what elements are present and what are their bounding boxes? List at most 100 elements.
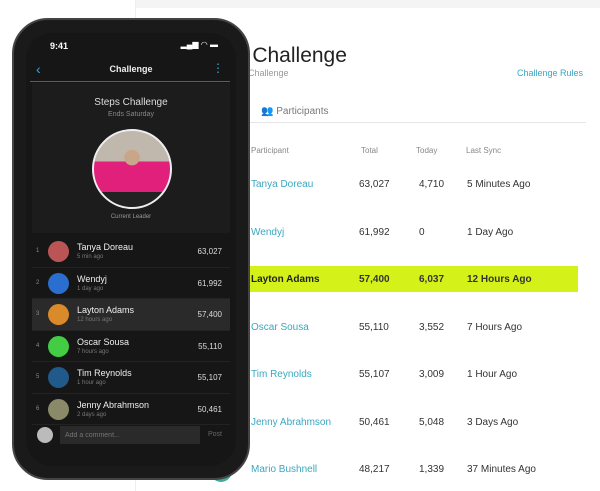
status-time: 9:41 <box>50 41 69 51</box>
list-item[interactable]: 2 Wendyj 1 day ago 61,992 <box>32 268 230 299</box>
col-last-sync: Last Sync <box>466 146 502 155</box>
rank: 3 <box>36 311 40 317</box>
leaderboard: 1 Tanya Doreau 5 min ago 63,027 2 Wendyj 1 day… <box>32 236 230 425</box>
cell-name[interactable]: Tim Reynolds <box>251 369 312 380</box>
divider <box>30 81 230 82</box>
challenge-ends: Ends Saturday <box>108 111 154 118</box>
comment-bar: Post <box>26 425 236 449</box>
avatar <box>48 241 69 262</box>
tab-participants[interactable]: 👥 Participants <box>261 106 328 117</box>
cell-name[interactable]: Tanya Doreau <box>251 179 314 190</box>
cell-total: 57,400 <box>359 274 390 285</box>
participant-name: Tim Reynolds <box>77 368 132 378</box>
cell-name[interactable]: Wendyj <box>251 226 285 238</box>
rank: 1 <box>36 248 40 254</box>
score: 55,110 <box>198 341 222 351</box>
comment-input[interactable] <box>60 426 200 444</box>
rank: 4 <box>36 342 40 349</box>
challenge-title: Steps Challenge <box>94 97 168 108</box>
table-row[interactable]: Jenny Abrahmson 50,461 5,048 3 Days Ago <box>241 409 578 435</box>
cell-sync: 5 Minutes Ago <box>467 179 531 190</box>
page-title: s Challenge <box>236 44 347 67</box>
sync-time: 5 min ago <box>77 254 104 260</box>
leader-label: Current Leader <box>110 214 152 220</box>
table-row[interactable]: Wendyj 61,992 0 1 Day Ago <box>241 219 578 245</box>
cell-total: 61,992 <box>359 226 390 238</box>
cell-today: 3,552 <box>419 321 445 333</box>
table-row[interactable]: Oscar Sousa 55,110 3,552 7 Hours Ago <box>241 314 578 340</box>
sync-time: 2 days ago <box>77 411 107 418</box>
avatar <box>48 398 69 420</box>
cell-name[interactable]: Layton Adams <box>251 274 320 285</box>
participant-name: Jenny Abrahmson <box>77 399 150 410</box>
cell-total: 48,217 <box>359 464 390 475</box>
user-avatar-icon <box>37 427 53 443</box>
avatar <box>48 304 69 325</box>
phone-screen: 9:41 ▂▄▆ ◠ ▬ ‹ Challenge ⋮ Steps Challen… <box>26 33 236 466</box>
score: 55,107 <box>197 373 222 382</box>
cell-total: 55,110 <box>359 321 389 333</box>
cell-total: 55,107 <box>359 369 390 380</box>
cell-sync: 1 Hour Ago <box>467 369 518 380</box>
sync-time: 12 hours ago <box>77 317 113 323</box>
cell-name[interactable]: Jenny Abrahmson <box>251 416 332 428</box>
col-participant: Participant <box>251 146 289 155</box>
score: 57,400 <box>197 310 222 319</box>
list-item[interactable]: 1 Tanya Doreau 5 min ago 63,027 <box>32 236 230 268</box>
cell-sync: 1 Day Ago <box>467 226 514 238</box>
cell-today: 0 <box>419 226 425 238</box>
top-bar <box>136 0 600 8</box>
score: 50,461 <box>197 404 222 414</box>
list-item[interactable]: 3 Layton Adams 12 hours ago 57,400 <box>32 299 230 331</box>
cell-today: 6,037 <box>419 274 445 285</box>
sync-time: 7 hours ago <box>77 348 109 355</box>
col-total: Total <box>361 146 378 155</box>
cell-today: 5,048 <box>419 416 445 428</box>
score: 63,027 <box>197 247 222 256</box>
table-row[interactable]: Layton Adams 57,400 6,037 12 Hours Ago <box>241 266 578 292</box>
cell-sync: 12 Hours Ago <box>467 274 532 285</box>
sync-time: 1 hour ago <box>77 380 106 386</box>
more-icon[interactable]: ⋮ <box>212 61 224 75</box>
cell-name[interactable]: Mario Bushnell <box>251 464 318 475</box>
nav-bar: ‹ Challenge ⋮ <box>26 61 236 81</box>
divider <box>236 122 586 123</box>
list-item[interactable]: 4 Oscar Sousa 7 hours ago 55,110 <box>32 331 230 362</box>
page-subtitle: ns Challenge <box>236 68 289 78</box>
cell-today: 1,339 <box>419 464 445 475</box>
participant-name: Tanya Doreau <box>77 242 134 252</box>
cell-sync: 37 Minutes Ago <box>467 464 536 475</box>
post-button[interactable]: Post <box>208 431 223 438</box>
participants-icon: 👥 <box>261 106 274 117</box>
avatar <box>48 272 69 294</box>
list-item[interactable]: 6 Jenny Abrahmson 2 days ago 50,461 <box>32 394 230 425</box>
rank: 5 <box>36 374 40 380</box>
table-row[interactable]: Tim Reynolds 55,107 3,009 1 Hour Ago <box>241 361 578 387</box>
cell-total: 63,027 <box>359 179 390 190</box>
cell-sync: 3 Days Ago <box>467 416 519 428</box>
table-row[interactable]: Tanya Doreau 63,027 4,710 5 Minutes Ago <box>241 171 578 197</box>
avatar <box>48 367 69 388</box>
cell-total: 50,461 <box>359 416 390 428</box>
participant-name: Wendyj <box>77 273 107 284</box>
score: 61,992 <box>197 278 222 288</box>
participant-name: Layton Adams <box>77 305 135 315</box>
list-item[interactable]: 5 Tim Reynolds 1 hour ago 55,107 <box>32 362 230 394</box>
rank: 2 <box>36 279 40 286</box>
leader-photo <box>92 129 172 209</box>
status-icons: ▂▄▆ ◠ ▬ <box>180 40 218 49</box>
avatar <box>48 335 69 357</box>
nav-title: Challenge <box>109 64 153 74</box>
participant-name: Oscar Sousa <box>77 336 130 347</box>
table-row[interactable]: Mario Bushnell 48,217 1,339 37 Minutes Ago <box>241 456 578 482</box>
challenge-rules-link[interactable]: Challenge Rules <box>517 68 584 78</box>
sync-time: 1 day ago <box>77 285 104 292</box>
cell-name[interactable]: Oscar Sousa <box>251 321 309 333</box>
back-icon[interactable]: ‹ <box>36 61 41 77</box>
cell-today: 3,009 <box>419 369 445 380</box>
cell-sync: 7 Hours Ago <box>467 321 523 333</box>
cell-today: 4,710 <box>419 179 445 190</box>
rank: 6 <box>36 405 40 412</box>
col-today: Today <box>416 146 438 155</box>
tab-label: Participants <box>276 106 329 117</box>
